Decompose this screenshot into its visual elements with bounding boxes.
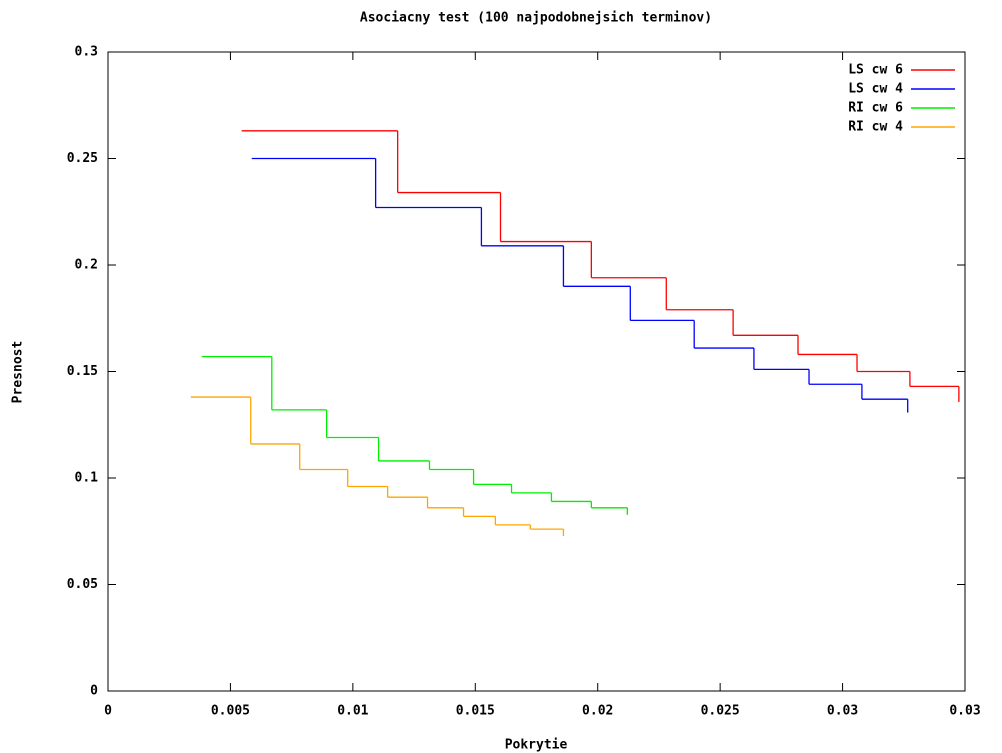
x-tick-label: 0.005 xyxy=(211,704,250,719)
step-end xyxy=(907,411,909,413)
x-tick-label: 0.01 xyxy=(337,704,368,719)
y-tick-label: 0.15 xyxy=(67,364,98,379)
x-tick-label: 0.015 xyxy=(456,704,495,719)
y-tick-label: 0.2 xyxy=(75,258,98,273)
y-tick-label: 0.05 xyxy=(67,577,98,592)
x-tick-label: 0.03 xyxy=(949,704,980,719)
x-tick-label: 0.03 xyxy=(827,704,858,719)
x-tick-label: 0.025 xyxy=(701,704,740,719)
legend-label: LS cw 4 xyxy=(848,82,903,97)
step-end xyxy=(562,534,565,537)
y-tick-label: 0.25 xyxy=(67,151,98,166)
x-tick-label: 0.02 xyxy=(582,704,613,719)
y-tick-label: 0 xyxy=(90,684,98,699)
chart-title: Asociacny test (100 najpodobnejsich term… xyxy=(360,11,712,26)
step-end xyxy=(958,400,960,403)
step-end xyxy=(626,513,629,515)
x-tick-label: 0 xyxy=(104,704,112,719)
y-tick-label: 0.1 xyxy=(75,471,99,486)
y-axis-label: Presnost xyxy=(11,341,26,404)
legend-label: RI cw 4 xyxy=(848,120,903,135)
x-axis-label: Pokrytie xyxy=(505,738,568,753)
y-tick-label: 0.3 xyxy=(75,45,98,60)
legend-label: RI cw 6 xyxy=(848,101,903,116)
legend-label: LS cw 6 xyxy=(848,63,903,78)
